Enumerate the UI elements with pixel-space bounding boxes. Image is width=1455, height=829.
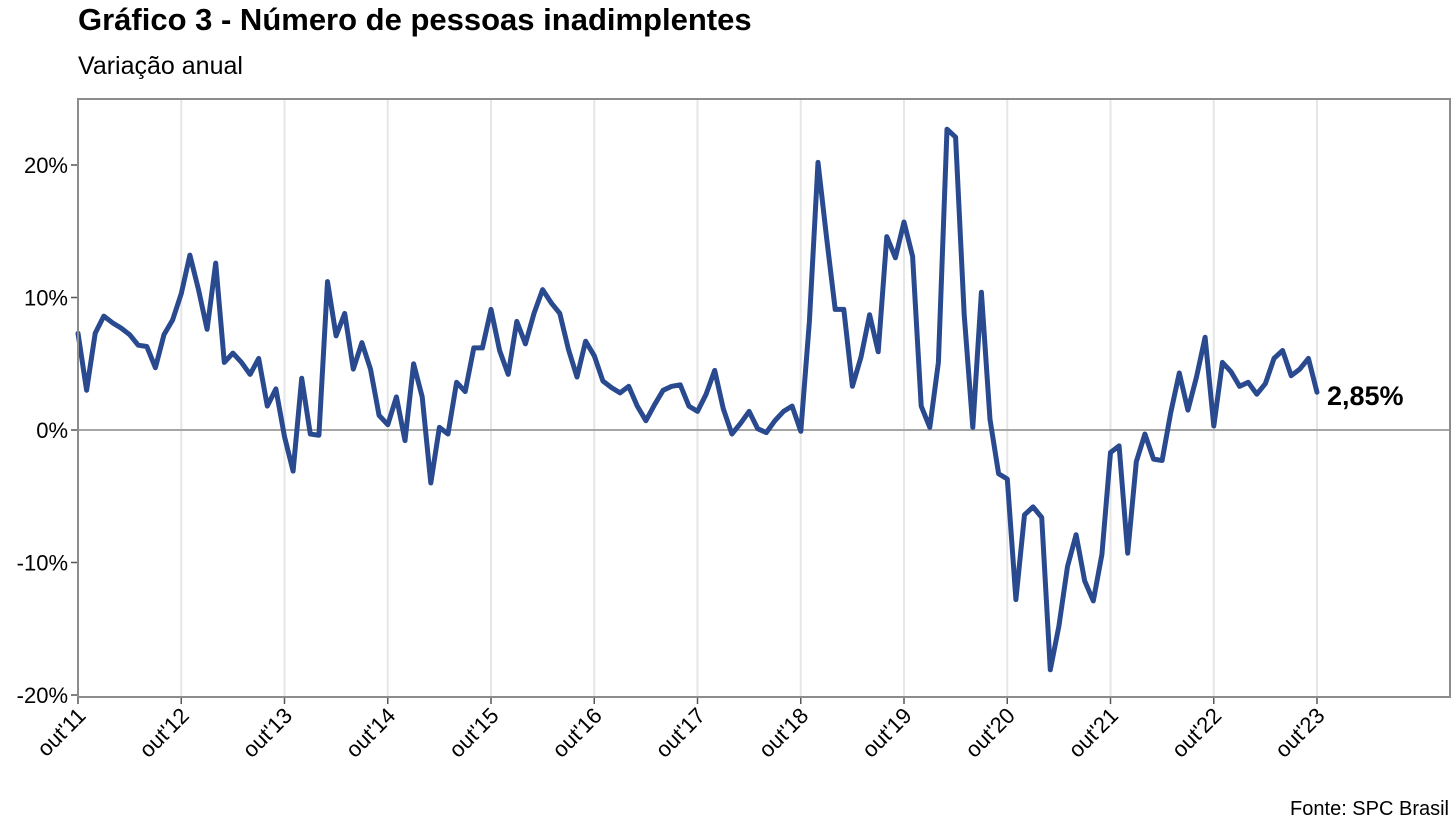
x-tick-label: out'13 (237, 703, 297, 763)
y-tick-label: 0% (36, 418, 68, 443)
x-tick-label: out'22 (1167, 703, 1227, 763)
x-axis: out'11 out'12 out'13 out'14 out'15 out'16 out'… (32, 697, 1330, 763)
y-axis: 20% 10% 0% -10% -20% (17, 153, 78, 708)
x-tick-label: out'15 (444, 703, 504, 763)
plot-frame (77, 98, 1451, 698)
x-tick-label: out'14 (341, 703, 401, 763)
x-tick-label: out'20 (960, 703, 1020, 763)
series-layer (75, 126, 1320, 673)
x-tick-label: out'17 (650, 703, 710, 763)
y-tick-label: 20% (24, 153, 68, 178)
chart-title: Gráfico 3 - Número de pessoas inadimplen… (78, 2, 752, 37)
end-value-label: 2,85% (1327, 381, 1404, 411)
x-tick-label: out'12 (134, 703, 194, 763)
x-tick-label: out'16 (547, 703, 607, 763)
y-tick-label: -10% (17, 551, 68, 576)
x-tick-label: out'11 (32, 703, 90, 761)
x-tick-label: out'21 (1063, 703, 1123, 763)
y-tick-label: -20% (17, 683, 68, 708)
source-note: Fonte: SPC Brasil (1290, 798, 1449, 820)
x-tick-label: out'18 (754, 703, 814, 763)
series-line (75, 126, 1320, 673)
y-tick-label: 10% (24, 286, 68, 311)
grid-lines (180, 99, 1318, 697)
x-tick-label: out'19 (857, 703, 917, 763)
chart-subtitle: Variação anual (78, 52, 243, 80)
x-tick-label: out'23 (1270, 703, 1330, 763)
